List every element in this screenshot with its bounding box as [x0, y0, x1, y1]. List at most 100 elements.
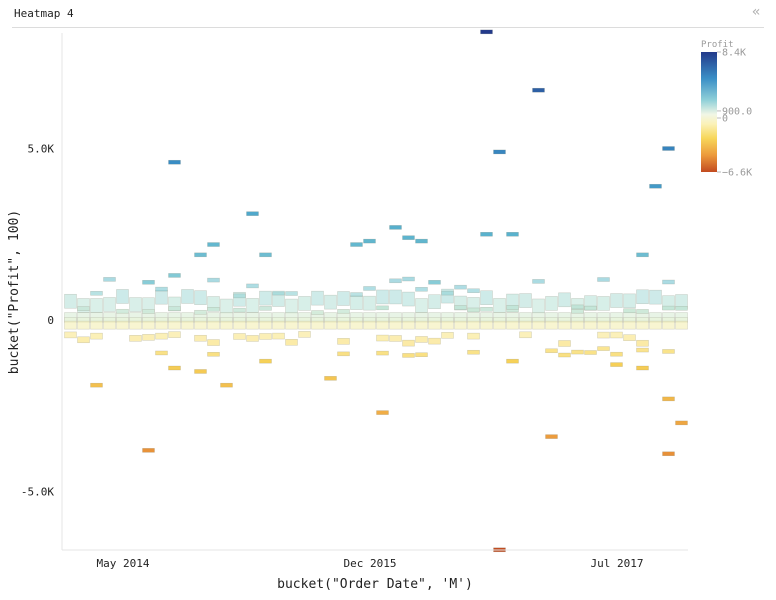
heatmap-outlier-cell	[506, 358, 519, 364]
heatmap-cell	[532, 279, 545, 284]
heatmap-cell	[207, 307, 220, 312]
heatmap-outlier-cell	[636, 252, 649, 258]
heatmap-cell	[415, 287, 428, 292]
heatmap-cell	[129, 297, 142, 312]
heatmap-outlier-cell	[662, 146, 675, 151]
heatmap-outlier-cell	[376, 410, 389, 415]
heatmap-cell	[90, 291, 103, 296]
heatmap-cell	[649, 289, 662, 305]
heatmap-cell	[558, 352, 571, 358]
heatmap-cell	[298, 296, 311, 311]
heatmap-outlier-cell	[324, 376, 337, 381]
heatmap-cell	[259, 290, 272, 306]
x-tick-label: Jul 2017	[591, 557, 644, 570]
heatmap-cell	[207, 277, 220, 283]
heatmap-outlier-cell	[142, 448, 155, 453]
heatmap-cell	[467, 320, 480, 330]
heatmap-cell	[571, 349, 584, 355]
heatmap-cell	[64, 293, 77, 309]
heatmap-outlier-cell	[194, 252, 207, 258]
y-tick-label: 5.0K	[28, 143, 55, 156]
heatmap-cell	[467, 288, 480, 294]
x-tick-labels: May 2014 Dec 2015 Jul 2017	[97, 557, 644, 570]
y-tick-label: 0	[47, 314, 54, 327]
heatmap-outlier-cell	[649, 183, 662, 189]
heatmap-cell	[428, 294, 441, 309]
heatmap-cell	[194, 320, 207, 330]
heatmap-cell	[168, 320, 181, 330]
heatmap-cell	[285, 320, 298, 330]
heatmap-cell	[90, 332, 103, 340]
legend-title: Profit	[701, 40, 734, 50]
heatmap-cell	[311, 320, 324, 330]
heatmap-cell	[285, 339, 298, 346]
heatmap-cell	[623, 293, 636, 309]
heatmap-cell	[415, 352, 428, 357]
heatmap-cell	[402, 291, 415, 307]
heatmap-outlier-cell	[480, 232, 493, 237]
heatmap-cell	[480, 320, 493, 330]
heatmap-cell	[168, 331, 181, 338]
heatmap-cell	[610, 293, 623, 308]
heatmap-cell	[350, 295, 363, 310]
heatmap-cell	[506, 320, 519, 330]
heatmap-cell	[610, 320, 623, 330]
heatmap-cell	[155, 332, 168, 340]
heatmap-cell	[558, 320, 571, 330]
heatmap-cell	[337, 338, 350, 345]
heatmap-cell	[623, 334, 636, 341]
heatmap-outlier-cell	[168, 365, 181, 371]
heatmap-cell	[194, 309, 207, 315]
heatmap-cell	[389, 335, 402, 342]
heatmap-cell	[493, 320, 506, 330]
heatmap-cell	[246, 298, 259, 313]
double-chevron-left-icon[interactable]: «	[752, 4, 761, 20]
heatmap-cell	[454, 305, 467, 310]
heatmap-cell	[467, 349, 480, 355]
heatmap-cell	[675, 320, 688, 330]
x-tick-label: May 2014	[97, 557, 150, 570]
heatmap-cell	[64, 320, 77, 330]
heatmap-outlier-cell	[246, 211, 259, 216]
heatmap-cell	[285, 291, 298, 296]
heatmap-cell	[415, 298, 428, 313]
heatmap-outlier-cell	[545, 434, 558, 439]
heatmap-cell	[441, 320, 454, 330]
heatmap-cell	[636, 309, 649, 314]
heatmap-cell	[350, 292, 363, 297]
heatmap-cell	[519, 293, 532, 308]
legend-gradient-bar	[701, 52, 717, 172]
heatmap-outlier-cell	[207, 242, 220, 247]
heatmap-outlier-cell	[610, 362, 623, 367]
heatmap-cell	[428, 320, 441, 330]
heatmap-outlier-cell	[428, 280, 441, 285]
heatmap-cell	[116, 320, 129, 330]
heatmap-cell	[389, 278, 402, 284]
heatmap-cell	[480, 290, 493, 305]
heatmap-cell	[298, 320, 311, 330]
heatmap-outlier-cell	[350, 242, 363, 247]
heatmap-cell	[597, 346, 610, 351]
heatmap-outlier-cell	[493, 149, 506, 155]
legend-tick-label: 900.0	[722, 106, 752, 117]
heatmap-cell	[155, 286, 168, 292]
heatmap-cell	[649, 320, 662, 330]
heatmap-cell	[129, 335, 142, 342]
heatmap-cell	[584, 305, 597, 311]
heatmap-cell	[558, 340, 571, 347]
heatmap-cell	[181, 289, 194, 304]
heatmap-cell	[636, 339, 649, 347]
heatmap-cell	[454, 320, 467, 330]
heatmap-outlier-cell	[194, 369, 207, 374]
heatmap-cell	[558, 292, 571, 308]
heatmap-cell	[402, 353, 415, 358]
header-divider	[12, 27, 764, 28]
heatmap-cell	[675, 306, 688, 311]
heatmap-cell	[272, 290, 285, 296]
heatmap-cell	[337, 309, 350, 314]
heatmap-cell	[337, 291, 350, 306]
heatmap-cell	[285, 298, 298, 314]
heatmap-cell	[519, 320, 532, 330]
heatmap-cell	[623, 308, 636, 314]
